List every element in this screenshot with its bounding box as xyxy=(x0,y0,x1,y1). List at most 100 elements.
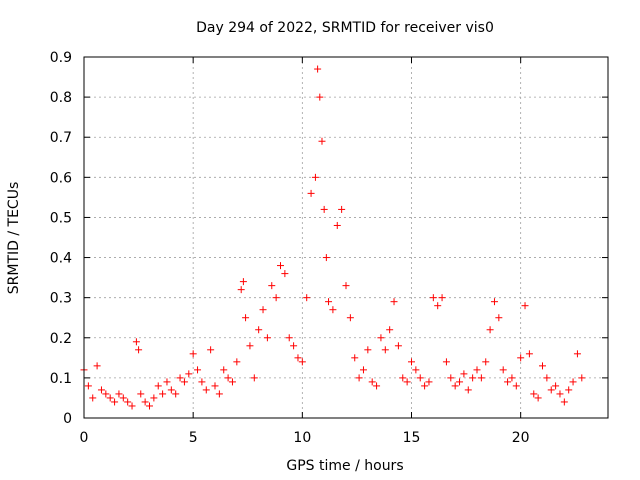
data-point xyxy=(250,374,258,382)
data-point xyxy=(159,390,167,398)
data-point xyxy=(390,298,398,306)
data-point xyxy=(573,350,581,358)
y-tick-label: 0.3 xyxy=(50,291,72,307)
data-point xyxy=(355,374,363,382)
data-point xyxy=(224,374,232,382)
data-point xyxy=(163,378,171,386)
data-point xyxy=(329,306,337,314)
data-point xyxy=(189,350,197,358)
data-point xyxy=(512,382,520,390)
data-point xyxy=(460,370,468,378)
data-point xyxy=(386,326,394,334)
x-tick-label: 10 xyxy=(293,430,311,446)
data-point xyxy=(228,378,236,386)
data-point xyxy=(539,362,546,370)
data-point xyxy=(233,358,241,366)
data-point xyxy=(180,378,188,386)
data-point xyxy=(119,394,127,402)
data-point xyxy=(318,137,326,145)
y-tick-label: 0.5 xyxy=(50,210,72,226)
y-tick-label: 0 xyxy=(63,411,72,427)
data-point xyxy=(298,358,306,366)
data-point xyxy=(316,93,324,101)
data-point xyxy=(322,254,330,262)
data-point xyxy=(456,378,464,386)
data-point xyxy=(569,378,577,386)
data-point xyxy=(442,358,450,366)
data-point xyxy=(578,374,586,382)
data-point xyxy=(320,205,328,213)
data-point xyxy=(242,314,250,322)
data-point xyxy=(560,398,568,406)
data-point xyxy=(490,298,498,306)
data-point xyxy=(429,294,437,302)
data-point xyxy=(525,350,533,358)
y-tick-label: 0.9 xyxy=(50,50,72,66)
data-point xyxy=(115,390,123,398)
data-point xyxy=(146,402,153,410)
data-point xyxy=(132,338,140,346)
data-point xyxy=(128,402,136,410)
data-point xyxy=(499,366,507,374)
data-point xyxy=(215,390,223,398)
data-point xyxy=(451,382,459,390)
y-tick-label: 0.4 xyxy=(50,251,72,267)
data-point xyxy=(303,294,311,302)
data-point xyxy=(314,65,322,73)
data-point xyxy=(486,326,494,334)
data-point xyxy=(425,378,433,386)
data-point xyxy=(495,314,503,322)
data-point xyxy=(93,362,101,370)
data-point xyxy=(394,342,402,350)
data-point xyxy=(438,294,446,302)
data-point xyxy=(534,394,542,402)
data-point xyxy=(239,278,247,286)
data-point xyxy=(565,386,573,394)
y-tick-label: 0.7 xyxy=(50,130,72,146)
chart-title: Day 294 of 2022, SRMTID for receiver vis… xyxy=(196,20,494,36)
data-point xyxy=(294,354,302,362)
data-point xyxy=(89,394,97,402)
data-point xyxy=(277,262,284,270)
plot-frame xyxy=(83,56,609,419)
data-point xyxy=(285,334,293,342)
data-point xyxy=(307,189,315,197)
data-point xyxy=(517,354,525,362)
data-point xyxy=(185,370,193,378)
data-point xyxy=(325,298,333,306)
data-point xyxy=(259,306,267,314)
data-point xyxy=(434,302,442,310)
grid xyxy=(84,57,608,418)
ticks: 0 0.1 0.2 0.3 0.4 0.5 0.6 0.7 0.8 0.9 0 5 10 15 20 xyxy=(50,50,608,446)
data-point xyxy=(97,386,105,394)
data-point xyxy=(141,398,149,406)
data-point xyxy=(447,374,455,382)
data-point xyxy=(408,358,415,366)
data-point xyxy=(281,270,289,278)
y-tick-label: 0.2 xyxy=(50,331,72,347)
data-point xyxy=(469,374,477,382)
data-point xyxy=(333,221,341,229)
data-point xyxy=(84,382,92,390)
data-point xyxy=(263,334,271,342)
data-point xyxy=(172,390,180,398)
data-point xyxy=(346,314,354,322)
data-point xyxy=(416,374,424,382)
data-point xyxy=(237,286,245,294)
x-tick-label: 0 xyxy=(80,430,89,446)
data-point xyxy=(342,282,350,290)
y-axis-label: SRMTID / TECUs xyxy=(6,182,22,295)
y-tick-label: 0.1 xyxy=(50,371,72,387)
data-point xyxy=(359,366,367,374)
data-point xyxy=(268,282,276,290)
data-point xyxy=(403,378,411,386)
data-point xyxy=(351,354,359,362)
data-point xyxy=(106,394,114,402)
data-point xyxy=(543,374,551,382)
data-point xyxy=(311,173,319,181)
data-point xyxy=(412,366,420,374)
data-point xyxy=(137,390,145,398)
data-point xyxy=(255,326,263,334)
data-point xyxy=(547,386,555,394)
data-points xyxy=(80,65,586,410)
